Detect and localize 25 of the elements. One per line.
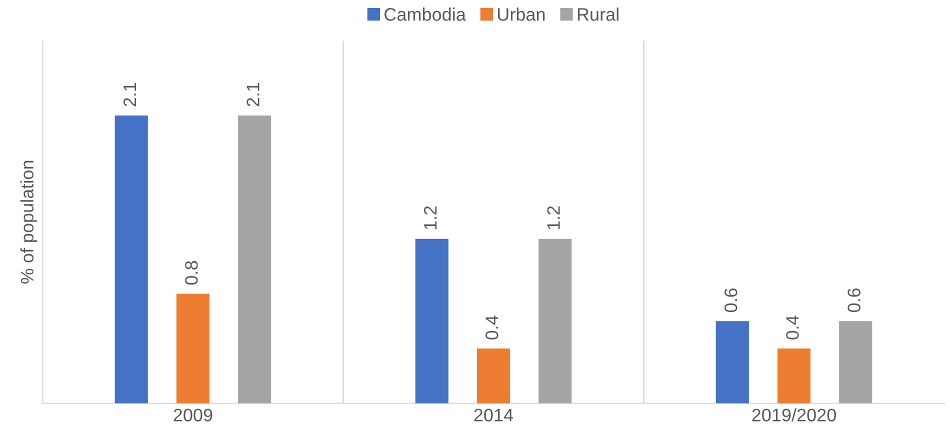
bar [476,348,510,404]
bar [238,115,272,404]
data-label: 0.8 [185,261,198,285]
bar [415,238,448,404]
data-label: 2.1 [246,82,260,106]
bar [176,294,210,404]
legend-label: Urban [498,8,545,21]
data-label: 0.6 [848,288,860,312]
bar [114,115,148,404]
data-label: 1.2 [424,206,437,230]
y-axis-title: % of population [20,160,38,284]
data-label: 2.1 [123,82,136,106]
bar [839,321,872,404]
bar [538,238,572,404]
bar [777,348,811,404]
x-tick-label: 2019/2020 [752,408,836,422]
x-tick-label: 2014 [474,408,514,422]
data-label: 0.4 [786,316,799,340]
legend-label: Cambodia [384,8,466,21]
data-label: 1.2 [547,206,560,230]
data-label: 0.6 [724,288,738,312]
data-label: 0.4 [486,316,498,340]
legend-label: Rural [578,8,618,21]
bar [716,321,749,404]
x-tick-label: 2009 [174,408,212,422]
